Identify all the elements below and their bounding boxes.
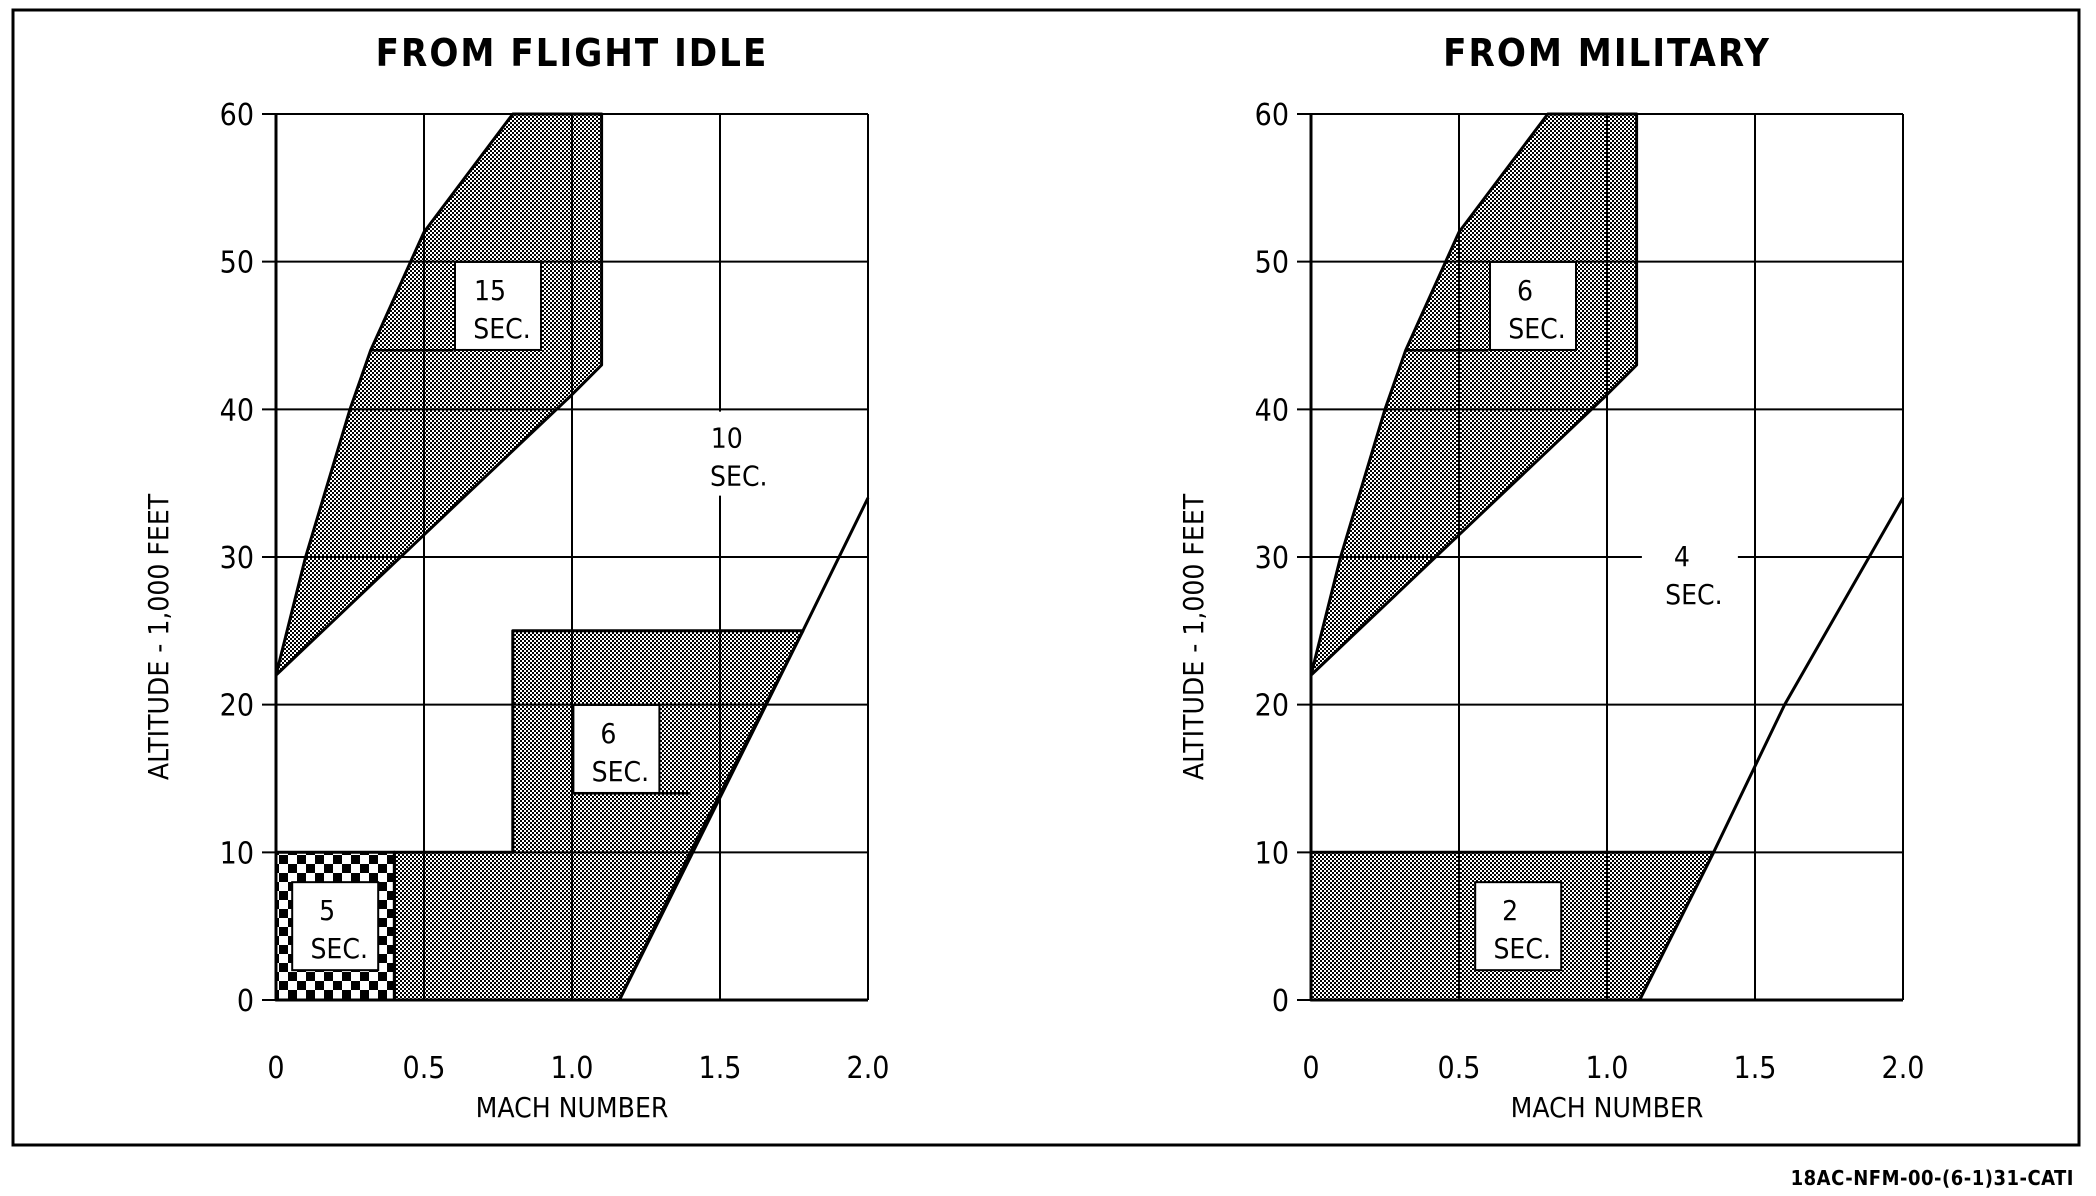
region-label-box-0 [454, 260, 542, 351]
x-tick-label-0: 0 [1302, 1051, 1319, 1086]
y-tick-label-3: 30 [220, 541, 254, 576]
region-outline-0 [274, 112, 604, 677]
y-tick-label-0: 0 [237, 984, 254, 1019]
region-label-unit-1: SEC. [592, 755, 650, 788]
region-label-mask-3 [686, 411, 783, 496]
region-label-mask-2 [1641, 529, 1738, 614]
region-label-box-0 [1489, 260, 1577, 351]
x-tick-label-2: 1.0 [551, 1051, 594, 1086]
region-label-unit-0: SEC. [1508, 312, 1566, 345]
y-tick-label-3: 30 [1255, 541, 1289, 576]
x-tick-label-4: 2.0 [847, 1051, 890, 1086]
boundary-line [1638, 497, 1905, 1001]
y-tick-label-1: 10 [1255, 836, 1289, 871]
x-axis-label: MACH NUMBER [476, 1091, 669, 1124]
region-label-unit-0: SEC. [473, 312, 531, 345]
document-id: 18AC-NFM-00-(6-1)31-CATI [1790, 1166, 2074, 1190]
region-label-value-3: 10 [711, 422, 743, 455]
y-axis-label: ALTITUDE - 1,000 FEET [1177, 493, 1210, 780]
y-tick-label-0: 0 [1272, 984, 1289, 1019]
region-0 [1311, 114, 1637, 676]
y-tick-label-5: 50 [1255, 246, 1289, 281]
region-label-value-0: 15 [474, 274, 506, 307]
region-label-value-0: 6 [1517, 274, 1533, 307]
x-tick-label-0: 0 [267, 1051, 284, 1086]
chart-title: FROM FLIGHT IDLE [376, 31, 769, 75]
y-tick-label-5: 50 [220, 246, 254, 281]
x-axis-label: MACH NUMBER [1511, 1091, 1704, 1124]
y-tick-label-4: 40 [1255, 393, 1289, 428]
region-label-box-1 [572, 703, 661, 794]
x-tick-label-4: 2.0 [1882, 1051, 1925, 1086]
region-label-unit-3: SEC. [710, 460, 768, 493]
region-1 [394, 630, 803, 1000]
y-tick-label-2: 20 [220, 689, 254, 724]
x-tick-label-1: 0.5 [1438, 1051, 1481, 1086]
y-axis-label: ALTITUDE - 1,000 FEET [142, 493, 175, 780]
region-label-unit-1: SEC. [1493, 932, 1551, 965]
region-0 [276, 114, 602, 676]
region-outline-0 [1309, 112, 1639, 677]
region-label-box-2 [291, 881, 380, 972]
figure-frame [11, 8, 2081, 1147]
x-tick-label-1: 0.5 [403, 1051, 446, 1086]
y-tick-label-2: 20 [1255, 689, 1289, 724]
x-tick-label-3: 1.5 [1734, 1051, 1777, 1086]
y-tick-label-4: 40 [220, 393, 254, 428]
panel-from-military: 6 SEC. 2 SEC. 4 SEC. 0 0.5 1.0 1.5 2.0 0 10 20 30 40 50 6… [1177, 31, 1924, 1124]
y-tick-label-6: 60 [1255, 98, 1289, 133]
x-tick-label-3: 1.5 [699, 1051, 742, 1086]
panel-from-flight-idle: 15 SEC. 6 SEC. 5 SEC. 10 SEC. 0 0.5 1.0 1.5 2.0 0 10 20… [142, 31, 889, 1124]
region-label-box-1 [1474, 881, 1563, 972]
region-label-unit-2: SEC. [1665, 578, 1723, 611]
region-label-value-1: 2 [1502, 894, 1518, 927]
region-label-unit-2: SEC. [310, 932, 368, 965]
y-tick-label-6: 60 [220, 98, 254, 133]
x-tick-label-2: 1.0 [1586, 1051, 1629, 1086]
y-tick-label-1: 10 [220, 836, 254, 871]
chart-title: FROM MILITARY [1443, 31, 1771, 75]
region-label-value-1: 6 [600, 717, 616, 750]
region-label-value-2: 4 [1674, 540, 1690, 573]
region-label-value-2: 5 [319, 894, 335, 927]
boundary-line [618, 497, 870, 1001]
